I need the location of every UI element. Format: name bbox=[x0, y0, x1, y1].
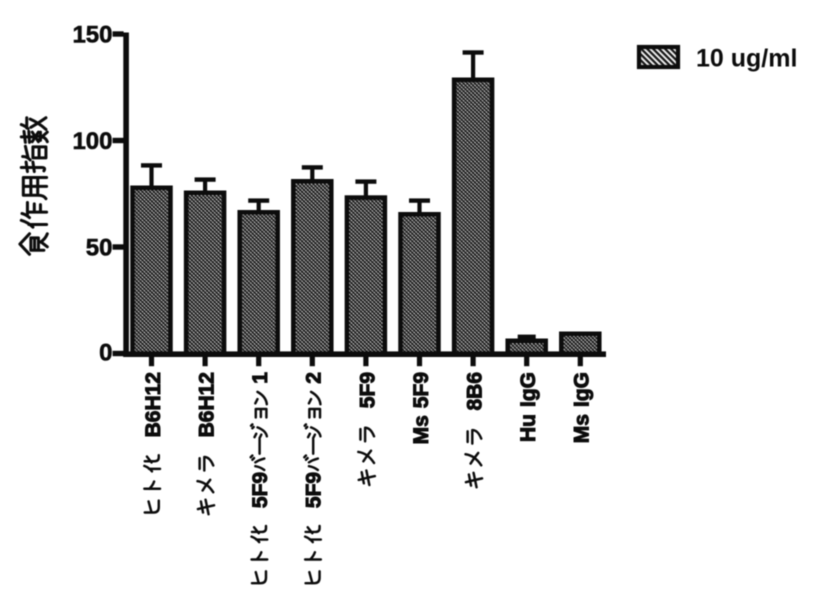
svg-text:10 ug/ml: 10 ug/ml bbox=[696, 45, 797, 73]
svg-text:Ms: Ms bbox=[571, 414, 594, 443]
svg-text:2: 2 bbox=[303, 372, 326, 384]
svg-text:5F9: 5F9 bbox=[410, 372, 433, 408]
svg-text:5F9: 5F9 bbox=[303, 472, 326, 508]
svg-text:IgG: IgG bbox=[571, 372, 594, 407]
svg-text:50: 50 bbox=[86, 235, 113, 262]
svg-text:5F9: 5F9 bbox=[249, 472, 272, 508]
svg-text:100: 100 bbox=[72, 128, 112, 155]
svg-text:B6H12: B6H12 bbox=[196, 372, 219, 437]
svg-text:0: 0 bbox=[99, 339, 112, 366]
svg-text:1: 1 bbox=[249, 372, 272, 384]
svg-text:IgG: IgG bbox=[517, 372, 540, 407]
svg-text:Hu: Hu bbox=[517, 414, 540, 442]
svg-text:B6H12: B6H12 bbox=[142, 372, 165, 437]
svg-text:5F9: 5F9 bbox=[356, 372, 379, 408]
svg-text:150: 150 bbox=[72, 22, 112, 49]
svg-text:8B6: 8B6 bbox=[464, 372, 487, 411]
svg-text:Ms: Ms bbox=[410, 415, 433, 444]
